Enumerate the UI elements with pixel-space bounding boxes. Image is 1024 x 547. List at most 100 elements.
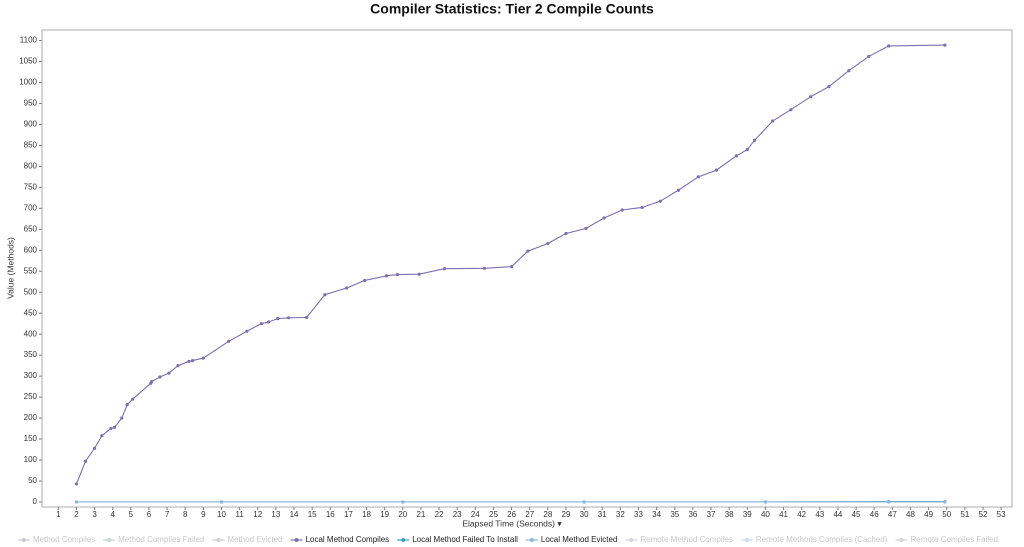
x-tick-label: 10 (217, 510, 226, 519)
x-tick-label: 53 (997, 510, 1006, 519)
x-tick-label: 25 (489, 510, 498, 519)
x-tick-label: 21 (416, 510, 425, 519)
legend-label: Local Method Evicted (541, 535, 618, 544)
x-tick-label: 43 (815, 510, 824, 519)
data-point (219, 500, 224, 504)
x-tick-label: 24 (471, 510, 480, 519)
legend-label: Method Compiles (33, 535, 95, 544)
legend-marker (21, 538, 26, 542)
data-point (150, 379, 154, 384)
x-tick-label: 49 (924, 510, 933, 519)
data-point (395, 272, 399, 277)
legend-marker (899, 538, 904, 542)
y-tick-label: 400 (24, 329, 38, 338)
data-point (602, 216, 606, 220)
x-tick-label: 46 (870, 510, 879, 519)
legend-item[interactable]: Remote Compiles Failed (895, 535, 998, 544)
y-tick-label: 1100 (20, 36, 38, 45)
x-tick-label: 42 (797, 510, 806, 519)
y-tick-label: 0 (33, 497, 38, 506)
y-axis-label: Value (Methods) (5, 237, 15, 299)
data-point (582, 500, 586, 504)
x-tick-label: 33 (634, 510, 643, 519)
data-point (546, 241, 550, 246)
legend-label: Remote Compiles Failed (910, 535, 998, 544)
x-tick-label: 14 (290, 510, 299, 519)
data-point (640, 205, 644, 210)
legend-item[interactable]: Remote Method Compiles (625, 535, 733, 544)
data-point (112, 425, 117, 429)
legend-label: Remote Method Compiles (640, 535, 732, 544)
y-tick-label: 650 (24, 224, 38, 233)
legend-item[interactable]: Method Compiles Failed (103, 535, 204, 544)
x-tick-label: 5 (129, 510, 134, 519)
x-tick-label: 17 (344, 510, 353, 519)
y-tick-label: 600 (24, 245, 38, 254)
legend-item[interactable]: Method Compiles (17, 535, 95, 544)
x-tick-label: 30 (580, 510, 589, 519)
data-point (771, 119, 775, 123)
legend-item[interactable]: Local Method Evicted (525, 535, 618, 544)
data-point (158, 375, 162, 379)
x-tick-label: 34 (652, 510, 661, 519)
y-tick-label: 50 (28, 476, 37, 485)
y-tick-label: 150 (24, 434, 38, 443)
x-tick-label: 16 (326, 510, 335, 519)
legend-item[interactable]: Local Method Compiles (290, 535, 390, 544)
data-point (109, 426, 113, 431)
data-point (227, 339, 231, 343)
data-point (417, 272, 421, 276)
data-point (305, 315, 309, 319)
data-point (867, 54, 871, 59)
data-point (176, 364, 180, 368)
data-point (384, 274, 389, 278)
legend-marker (216, 538, 221, 542)
y-tick-label: 200 (24, 413, 38, 422)
data-point (564, 231, 568, 236)
data-point (267, 320, 271, 324)
data-point (658, 199, 662, 203)
x-tick-label: 1 (56, 510, 61, 519)
x-tick-label: 26 (507, 510, 516, 519)
x-tick-label: 44 (833, 510, 842, 519)
x-tick-label: 35 (670, 510, 679, 519)
legend: Method Compiles Method Compiles Failed Met… (17, 535, 998, 544)
data-point (100, 434, 104, 438)
x-tick-label: 22 (435, 510, 444, 519)
y-tick-label: 300 (24, 371, 38, 380)
data-point (676, 188, 680, 192)
y-tick-label: 850 (24, 140, 38, 149)
legend-item[interactable]: Remote Methods Compiles (Cached) (740, 535, 888, 544)
x-tick-label: 28 (543, 510, 552, 519)
data-point (259, 322, 263, 326)
x-tick-label: 40 (761, 510, 770, 519)
data-point (74, 482, 79, 486)
legend-label: Method Compiles Failed (118, 535, 204, 544)
data-point (442, 267, 447, 271)
data-point (763, 500, 768, 504)
legend-marker (629, 538, 634, 542)
x-tick-label: 3 (92, 510, 97, 519)
x-tick-label: 15 (308, 510, 317, 519)
legend-item[interactable]: Method Evicted (212, 535, 283, 544)
data-point (190, 358, 195, 363)
x-tick-label: 51 (960, 510, 969, 519)
x-tick-label: 6 (147, 510, 152, 519)
y-tick-label: 750 (24, 182, 38, 191)
data-point (887, 500, 891, 504)
x-tick-label: 9 (201, 510, 206, 519)
x-tick-label: 31 (598, 510, 607, 519)
data-point (887, 44, 891, 48)
data-point (245, 329, 249, 333)
x-tick-label: 27 (525, 510, 534, 519)
data-point (201, 356, 205, 360)
data-point (714, 168, 719, 172)
data-point (131, 397, 135, 401)
x-axis-label[interactable]: Elapsed Time (Seconds) ▾ (462, 518, 562, 528)
legend-label: Remote Methods Compiles (Cached) (756, 535, 888, 544)
x-tick-label: 39 (743, 510, 752, 519)
y-tick-label: 550 (24, 266, 38, 275)
x-tick-label: 8 (183, 510, 188, 519)
legend-item[interactable]: Local Method Failed To Install (397, 535, 518, 544)
data-point (752, 138, 757, 142)
